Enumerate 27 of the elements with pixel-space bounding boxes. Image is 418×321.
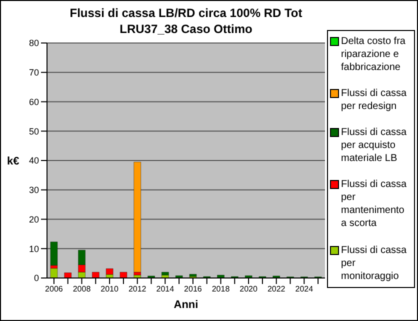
x-tick-label: 2006 [45,284,64,294]
x-tick-label: 2014 [156,284,175,294]
x-tick-label: 2012 [128,284,147,294]
y-tick-label: 30 [28,185,39,196]
y-tick-label: 10 [28,244,39,254]
chart-title: Flussi di cassa LB/RD circa 100% RD Tot LRU37_38 Caso Ottimo [68,5,304,37]
x-tick-label: 2020 [240,284,258,294]
y-tick-label: 50 [28,126,39,136]
x-tick-label: 2018 [212,284,230,294]
x-tick-label: 2022 [267,284,286,294]
x-tick-label: 2024 [295,284,314,294]
legend-label: Flussi di cassa per monitoraggio [341,244,408,282]
y-tick-label: 20 [28,214,39,224]
x-axis-title: Anni [174,299,198,311]
legend-label: Flussi di cassa per mantenimento a scorta [341,178,408,230]
y-tick-label: 0 [34,273,39,284]
legend-label: Flussi di cassa per acquisto materiale LB [341,126,408,165]
y-tick-label: 80 [28,38,39,48]
y-tick-label: 60 [28,96,39,107]
x-tick-label: 2008 [72,284,92,294]
y-axis-title: k€ [7,155,20,168]
x-tick-label: 2010 [100,284,119,294]
legend-label: Flussi di cassa per redesign [341,86,408,113]
x-tick-label: 2016 [184,284,202,294]
y-tick-label: 40 [28,156,39,166]
y-tick-label: 70 [28,68,39,78]
legend-label: Delta costo fra riparazione e fabbricazione [341,34,406,74]
